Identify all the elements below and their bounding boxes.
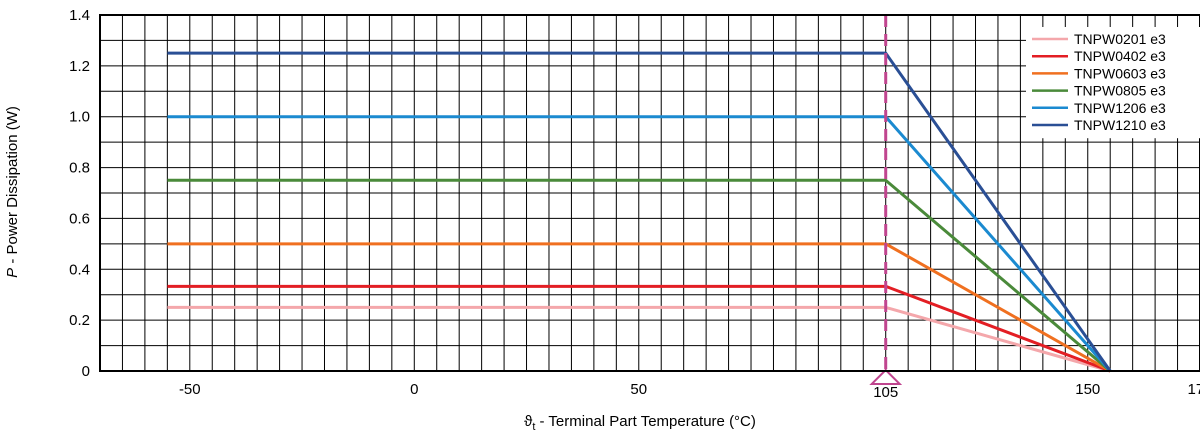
y-tick-label: 0.2 — [69, 312, 90, 329]
legend-label: TNPW1210 e3 — [1074, 117, 1166, 133]
y-tick-label: 0.4 — [69, 261, 90, 278]
y-tick-label: 0.8 — [69, 160, 90, 177]
y-axis-symbol: P — [4, 268, 21, 278]
x-axis-symbol: ϑ — [524, 413, 533, 430]
legend-label: TNPW1206 e3 — [1074, 100, 1166, 116]
reference-line-105 — [869, 15, 903, 385]
x-tick-label: 105 — [873, 384, 898, 401]
legend-label: TNPW0805 e3 — [1074, 83, 1166, 99]
y-tick-label: 1.0 — [69, 109, 90, 126]
y-tick-label: 0.6 — [69, 210, 90, 227]
x-tick-label: 150 — [1075, 381, 1100, 398]
plot-frame — [99, 14, 1200, 372]
x-tick-label: 0 — [410, 381, 418, 398]
x-tick-label: -50 — [179, 381, 201, 398]
legend-label: TNPW0201 e3 — [1074, 31, 1166, 47]
y-tick-label: 1.4 — [69, 7, 90, 24]
legend-box — [1026, 27, 1200, 139]
x-tick-labels: -50 0 50 105 150 175 — [179, 381, 1200, 401]
legend-label: TNPW0402 e3 — [1074, 48, 1166, 64]
x-axis-text: - Terminal Part Temperature (°C) — [535, 413, 756, 430]
x-axis-subscript: t — [532, 421, 535, 433]
y-tick-label: 1.2 — [69, 58, 90, 75]
series-line — [167, 178, 1112, 373]
y-tick-label: 0 — [82, 363, 90, 380]
x-tick-label: 175 — [1187, 381, 1200, 398]
reference-marker-triangle — [869, 368, 903, 385]
x-axis-title: ϑt - Terminal Part Temperature (°C) — [524, 413, 756, 433]
x-tick-label: 50 — [630, 381, 647, 398]
y-axis-title: P - Power Dissipation (W) — [4, 106, 21, 278]
y-axis-text: - Power Dissipation (W) — [4, 106, 21, 268]
legend-label: TNPW0603 e3 — [1074, 65, 1166, 81]
y-tick-labels: 0 0.2 0.4 0.6 0.8 1.0 1.2 1.4 — [69, 7, 90, 380]
